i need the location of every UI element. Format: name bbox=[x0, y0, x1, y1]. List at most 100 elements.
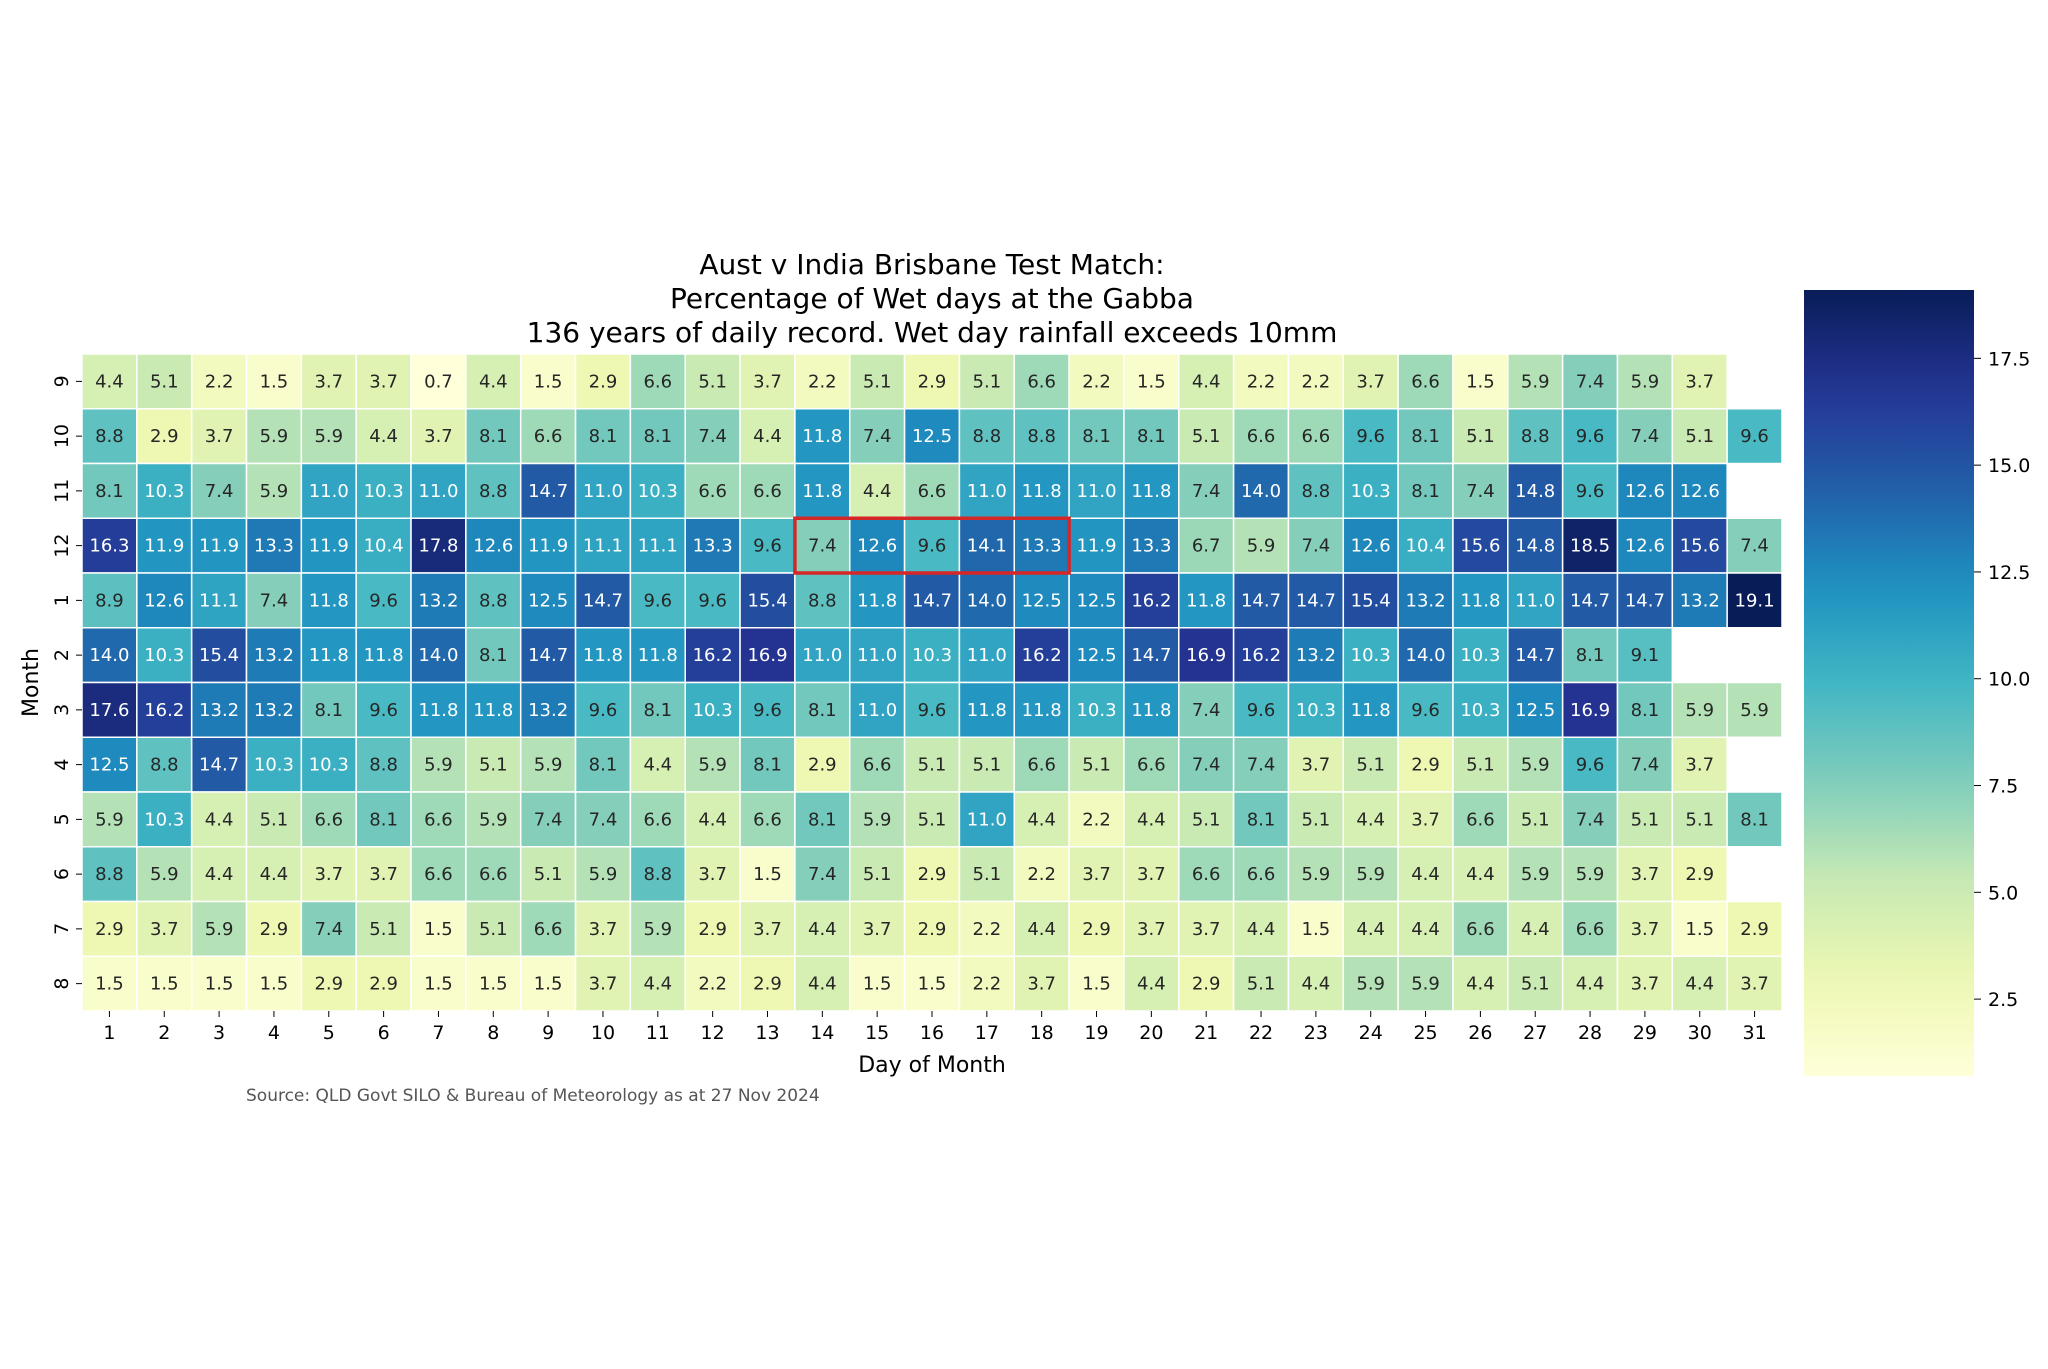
cell-value-label: 5.1 bbox=[1247, 974, 1276, 995]
colorbar bbox=[1804, 290, 1974, 1076]
cell-value-label: 9.6 bbox=[698, 590, 727, 611]
heatmap-cell bbox=[958, 955, 1016, 1012]
cell-value-label: 8.1 bbox=[1082, 426, 1111, 447]
heatmap-cell bbox=[794, 353, 851, 410]
cell-value-label: 8.1 bbox=[1411, 481, 1440, 502]
heatmap-cell bbox=[1178, 353, 1235, 410]
cell-value-label: 13.2 bbox=[528, 700, 568, 721]
cell-value-label: 4.4 bbox=[95, 371, 124, 392]
heatmap-cell bbox=[1616, 846, 1674, 903]
cell-value-label: 8.8 bbox=[1302, 481, 1331, 502]
x-tick-label: 21 bbox=[1194, 1022, 1218, 1044]
heatmap-cell bbox=[794, 681, 851, 738]
cell-value-label: 7.4 bbox=[1631, 755, 1660, 776]
cell-value-label: 5.1 bbox=[260, 809, 289, 830]
heatmap-cell bbox=[629, 462, 686, 519]
heatmap-cell bbox=[1342, 408, 1399, 465]
cell-value-label: 2.9 bbox=[918, 864, 947, 885]
cell-value-label: 3.7 bbox=[1631, 864, 1660, 885]
heatmap-cell bbox=[355, 681, 412, 738]
cell-value-label: 2.9 bbox=[95, 919, 124, 940]
heatmap-cell bbox=[355, 572, 412, 629]
cell-value-label: 8.8 bbox=[1027, 426, 1056, 447]
cell-value-label: 10.3 bbox=[1351, 645, 1391, 666]
cell-value-label: 4.4 bbox=[808, 974, 837, 995]
cell-value-label: 11.8 bbox=[638, 645, 678, 666]
heatmap-cell bbox=[1452, 955, 1509, 1012]
heatmap-cell bbox=[355, 736, 412, 793]
heatmap-cell bbox=[958, 517, 1016, 574]
heatmap-cell bbox=[136, 627, 193, 684]
heatmap-cell bbox=[136, 353, 193, 410]
x-tick-label: 15 bbox=[865, 1022, 889, 1044]
heatmap-cell bbox=[465, 791, 522, 848]
cell-value-label: 5.9 bbox=[1356, 974, 1385, 995]
cell-value-label: 6.6 bbox=[643, 809, 672, 830]
cell-value-label: 14.7 bbox=[912, 590, 952, 611]
heatmap-cell bbox=[519, 791, 577, 848]
cell-value-label: 2.2 bbox=[973, 974, 1002, 995]
heatmap-cell bbox=[245, 572, 303, 629]
cell-value-label: 4.4 bbox=[1411, 864, 1440, 885]
cell-value-label: 3.7 bbox=[314, 371, 343, 392]
cell-value-label: 13.3 bbox=[693, 536, 733, 557]
cell-value-label: 13.2 bbox=[418, 590, 458, 611]
heatmap-cell bbox=[684, 408, 741, 465]
cell-value-label: 12.6 bbox=[1625, 536, 1665, 557]
cell-value-label: 10.3 bbox=[638, 481, 678, 502]
cell-value-label: 7.4 bbox=[808, 536, 837, 557]
heatmap-cell bbox=[355, 900, 412, 957]
cell-value-label: 2.9 bbox=[589, 371, 618, 392]
cell-value-label: 8.1 bbox=[479, 426, 508, 447]
x-tick-label: 26 bbox=[1468, 1022, 1492, 1044]
heatmap-cell bbox=[958, 353, 1016, 410]
cell-value-label: 10.3 bbox=[1296, 700, 1336, 721]
heatmap-cell bbox=[684, 517, 741, 574]
heatmap-cell bbox=[1671, 353, 1728, 410]
cell-value-label: 7.4 bbox=[863, 426, 892, 447]
y-tick-label: 7 bbox=[51, 923, 73, 935]
cell-value-label: 11.9 bbox=[199, 536, 239, 557]
cell-value-label: 6.7 bbox=[1192, 536, 1221, 557]
cell-value-label: 5.1 bbox=[1466, 426, 1495, 447]
cell-value-label: 17.6 bbox=[89, 700, 129, 721]
cell-value-label: 6.6 bbox=[698, 481, 727, 502]
heatmap-cell bbox=[1287, 791, 1345, 848]
cell-value-label: 16.3 bbox=[89, 536, 129, 557]
heatmap-cell bbox=[1232, 791, 1290, 848]
cell-value-label: 4.4 bbox=[863, 481, 892, 502]
heatmap-cell bbox=[1726, 681, 1783, 738]
heatmap-cell bbox=[1342, 736, 1399, 793]
heatmap-cell bbox=[410, 517, 467, 574]
cell-value-label: 2.9 bbox=[1685, 864, 1714, 885]
cell-value-label: 2.9 bbox=[753, 974, 782, 995]
cell-value-label: 9.6 bbox=[1247, 700, 1276, 721]
cell-value-label: 1.5 bbox=[260, 974, 289, 995]
cell-value-label: 9.6 bbox=[643, 590, 672, 611]
cell-value-label: 3.7 bbox=[1137, 864, 1166, 885]
heatmap-cell bbox=[190, 627, 248, 684]
cell-value-label: 5.1 bbox=[1302, 809, 1331, 830]
cell-value-label: 5.9 bbox=[589, 864, 618, 885]
y-tick-label: 9 bbox=[51, 375, 73, 387]
cell-value-label: 18.5 bbox=[1570, 536, 1610, 557]
heatmap-cell bbox=[1232, 353, 1290, 410]
cell-value-label: 5.1 bbox=[1521, 809, 1550, 830]
heatmap-cell bbox=[1561, 681, 1619, 738]
cell-value-label: 3.7 bbox=[369, 371, 398, 392]
chart-title-line: 136 years of daily record. Wet day rainf… bbox=[527, 316, 1338, 349]
cell-value-label: 12.5 bbox=[912, 426, 952, 447]
cell-value-label: 11.1 bbox=[638, 536, 678, 557]
cell-value-label: 6.6 bbox=[424, 864, 453, 885]
heatmap-cell bbox=[739, 681, 796, 738]
cell-value-label: 6.6 bbox=[424, 809, 453, 830]
cell-value-label: 6.6 bbox=[1027, 755, 1056, 776]
heatmap-cell bbox=[1342, 846, 1399, 903]
cell-value-label: 10.4 bbox=[1406, 536, 1446, 557]
heatmap-cell bbox=[245, 791, 303, 848]
y-axis-label: Month bbox=[19, 648, 44, 717]
cell-value-label: 5.9 bbox=[314, 426, 343, 447]
heatmap-cell bbox=[1561, 517, 1619, 574]
cell-value-label: 6.6 bbox=[1192, 864, 1221, 885]
